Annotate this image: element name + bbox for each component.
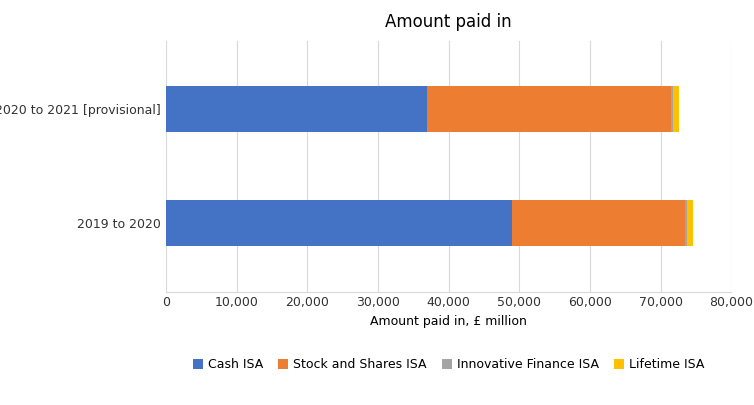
Bar xyxy=(166,200,512,246)
Bar xyxy=(671,86,673,132)
Bar xyxy=(166,86,428,132)
Bar xyxy=(512,200,685,246)
Bar xyxy=(673,86,679,132)
Bar xyxy=(685,200,687,246)
Legend: Cash ISA, Stock and Shares ISA, Innovative Finance ISA, Lifetime ISA: Cash ISA, Stock and Shares ISA, Innovati… xyxy=(188,353,710,376)
X-axis label: Amount paid in, £ million: Amount paid in, £ million xyxy=(370,315,527,328)
Bar xyxy=(687,200,693,246)
Bar xyxy=(428,86,671,132)
Title: Amount paid in: Amount paid in xyxy=(385,13,512,31)
